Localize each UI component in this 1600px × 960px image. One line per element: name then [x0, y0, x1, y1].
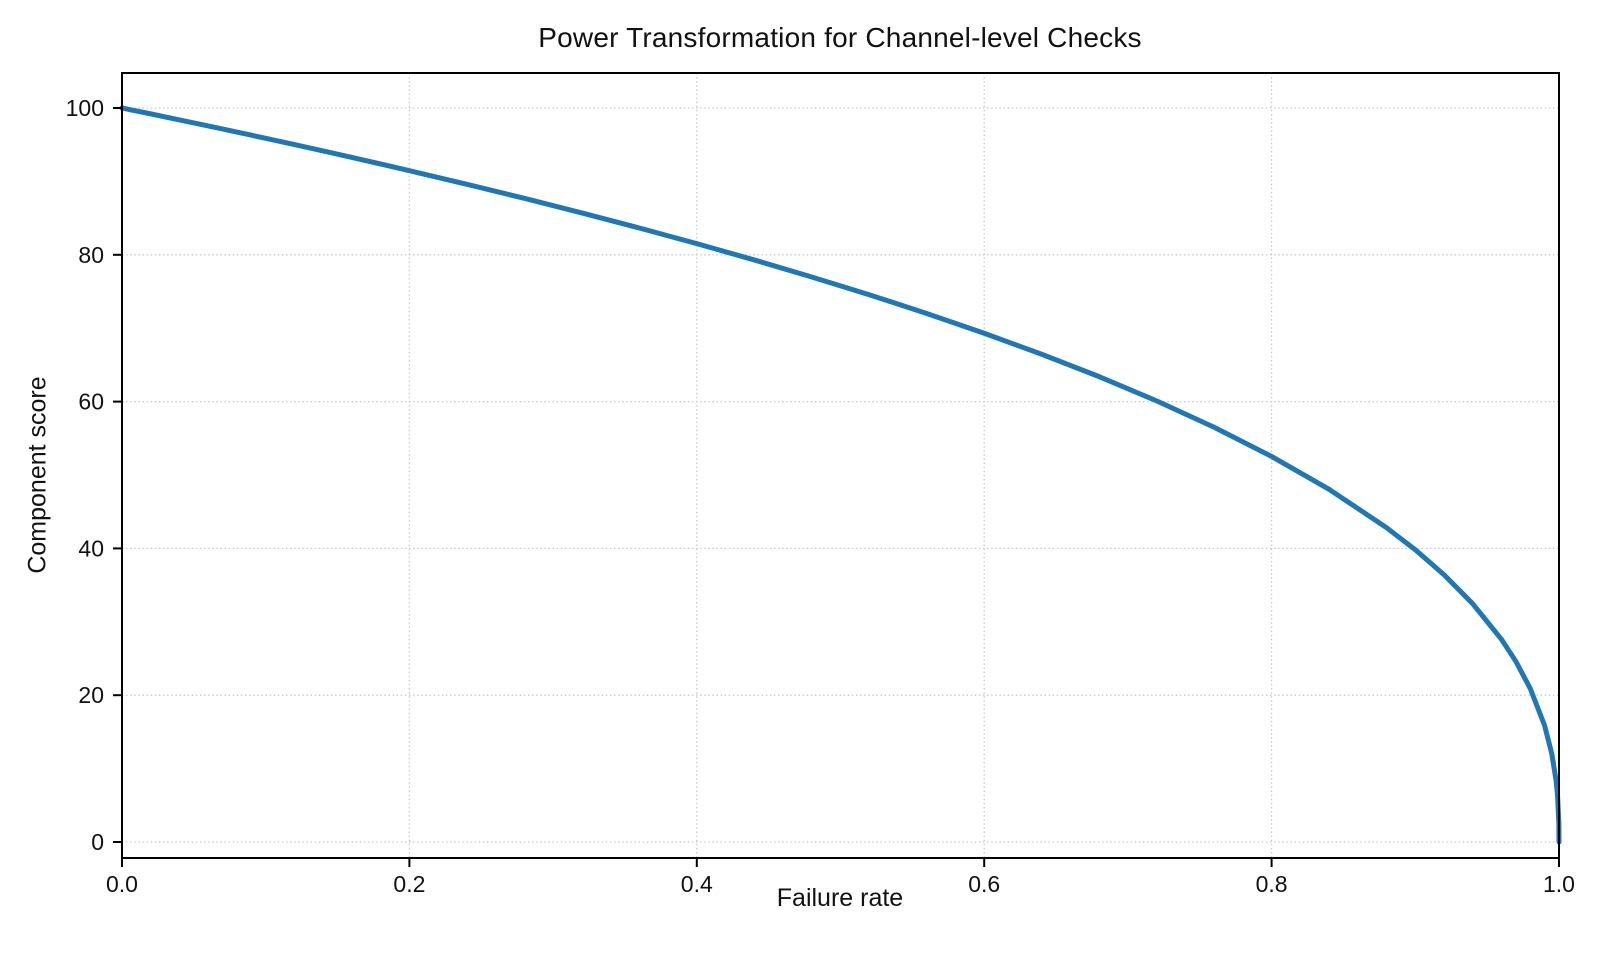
y-tick-label: 40: [78, 535, 104, 561]
axis-tick-marks: [113, 107, 1560, 867]
axis-tick-labels: 0.0 0.2 0.4 0.6 0.8 1.0 0 20 40 60 80 100: [66, 95, 1575, 897]
y-tick-label: 100: [66, 95, 104, 121]
x-tick-label: 0.6: [968, 871, 1000, 897]
x-tick-label: 0.4: [681, 871, 713, 897]
data-series: [119, 105, 1562, 845]
x-tick-label: 0.0: [106, 871, 138, 897]
y-tick-label: 20: [78, 682, 104, 708]
x-tick-label: 1.0: [1543, 871, 1575, 897]
y-tick-label: 60: [78, 389, 104, 415]
chart-title: Power Transformation for Channel-level C…: [538, 22, 1142, 53]
y-tick-label: 80: [78, 242, 104, 268]
x-axis-label: Failure rate: [776, 884, 904, 912]
gridlines: [121, 73, 1560, 858]
power-transformation-curve: [119, 105, 1562, 845]
x-tick-label: 0.8: [1256, 871, 1288, 897]
x-tick-label: 0.2: [393, 871, 425, 897]
y-tick-label: 0: [91, 829, 104, 855]
axes-frame: [121, 72, 1560, 859]
